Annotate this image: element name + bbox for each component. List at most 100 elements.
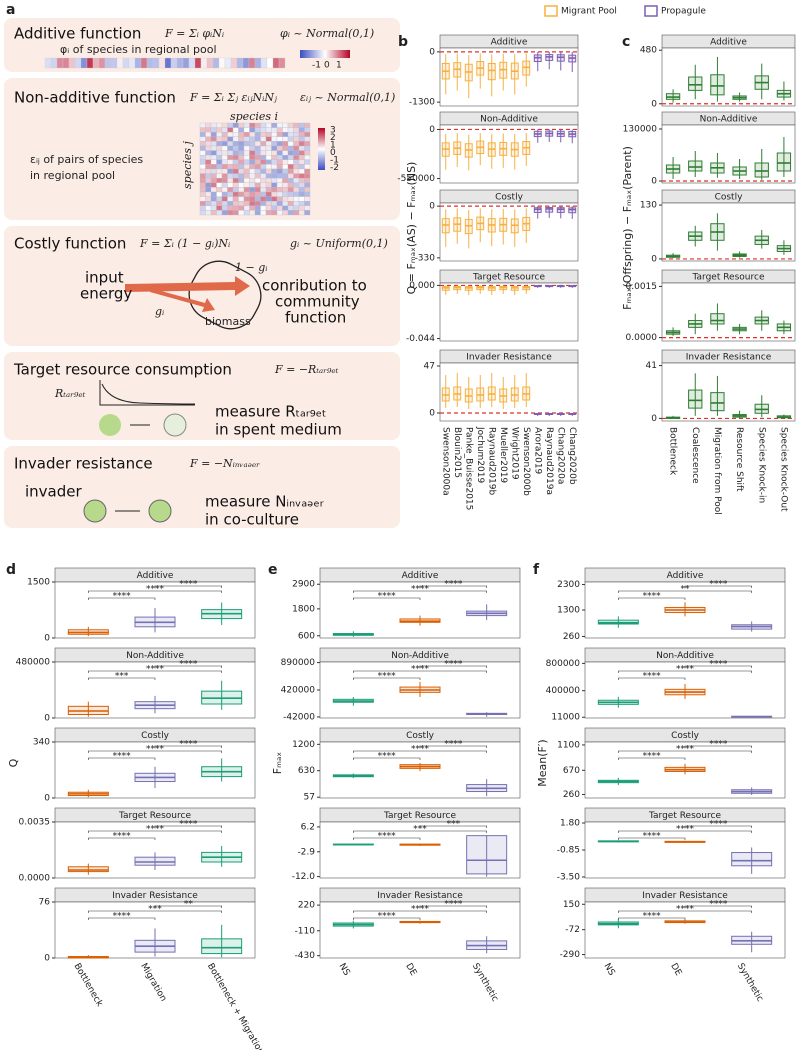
heatmap-cell [260,122,267,128]
heatmap-cell [210,187,217,193]
heatmap-cell [293,145,300,151]
significance-label: **** [709,820,728,830]
heatmap-cell [293,178,300,183]
facet-title: Target Resource [472,273,545,283]
heatmap-cell [210,136,217,142]
heatmap-cell [282,178,289,183]
heatmap-cell [276,205,283,211]
heatmap-cell [287,136,294,142]
box [776,152,792,172]
significance-label: *** [413,825,427,835]
colorbar-tick: -2 [330,163,339,173]
x-tick-label: Bottleneck [72,962,105,1009]
heatmap-cell [221,136,228,142]
significance-bracket [88,670,222,673]
heatmap-cell [221,201,228,206]
heatmap-cell [260,159,267,165]
heatmap-cell [232,191,239,197]
heatmap-cell [170,57,178,69]
y-tick-label: 76 [39,898,51,908]
heatmap-cell [298,182,305,188]
heatmap-cell [304,159,311,165]
heatmap-cell [287,210,294,216]
heatmap-cell [265,178,272,183]
heatmap-cell [254,127,261,133]
y-tick-label: 2900 [292,580,315,590]
heatmap-cell [199,196,206,202]
legend-swatch [544,5,558,17]
heatmap-cell [221,145,228,151]
legend-swatch [644,5,658,17]
significance-label: **** [709,580,728,590]
heatmap-cell [265,187,272,193]
significance-bracket [419,585,487,588]
significance-bracket [353,670,487,673]
plot-frame [439,282,579,342]
heatmap-cell [122,57,130,69]
heatmap-cell [254,191,261,197]
heatmap-cell [249,201,256,206]
significance-bracket [684,585,752,588]
plot-frame [661,282,796,342]
heatmap-cell [238,201,245,206]
heatmap-cell [276,196,283,202]
heatmap-cell [282,205,289,211]
y-tick-label: -1300 [409,98,435,108]
heatmap-cell [227,196,234,202]
heatmap-cell [232,159,239,165]
heatmap-cell [265,136,272,142]
heatmap-cell [227,141,234,147]
heatmap-cell [282,168,289,174]
formula: F = Σᵢ (1 − gᵢ)Nᵢ [139,237,230,250]
heatmap-cell [182,57,190,69]
significance-label: **** [146,745,165,755]
heatmap-cell [205,182,212,188]
heatmap-cell [210,155,217,160]
heatmap-cell [254,150,261,156]
significance-label: **** [378,912,397,922]
formula: gᵢ ~ Uniform(0,1) [290,237,388,250]
heatmap-cell [227,155,234,160]
y-tick-label: -72 [565,925,580,935]
heatmap-cell [304,141,311,147]
heatmap-cell [249,187,256,193]
significance-bracket [618,757,686,760]
heatmap-cell [276,164,283,170]
significance-label: **** [378,752,397,762]
heatmap-cell [232,173,239,179]
x-tick-label: Jochum2019 [475,426,485,483]
heatmap-cell [249,122,256,128]
y-tick-label: 0 [44,794,50,804]
heatmap-cell [216,150,223,156]
y-tick-label: 2300 [557,580,580,590]
heatmap-cell [260,191,267,197]
heatmap-cell [293,196,300,202]
box [754,162,769,178]
heatmap-cell [205,168,212,174]
heatmap-cell [260,145,267,151]
heatmap-cell [271,164,278,170]
y-tick-label: 400000 [546,686,581,696]
community-icon [83,499,107,523]
heatmap-cell [227,145,234,151]
heatmap-cell [298,127,305,133]
x-tick-label: Synthetic [470,962,500,1004]
heatmap-cell [221,150,228,156]
heatmap-cell [227,191,234,197]
facet-title: Target Resource [648,811,721,821]
heatmap-cell [243,159,250,165]
heatmap-cell [276,136,283,142]
community-icon [163,413,187,437]
heatmap-cell [260,164,267,170]
heatmap-cell [210,122,217,128]
heatmap-cell [243,122,250,128]
x-tick-label: NS [337,962,352,978]
heatmap-cell [199,201,206,206]
heatmap-cell [205,145,212,151]
title: Costly function [14,235,126,253]
x-tick-label: Bottleneck [668,427,678,476]
y-tick-label: 1800 [292,604,315,614]
heatmap-cell [298,122,305,128]
facet-title: Costly [141,731,170,741]
x-tick-label: Coalescence [690,427,700,484]
